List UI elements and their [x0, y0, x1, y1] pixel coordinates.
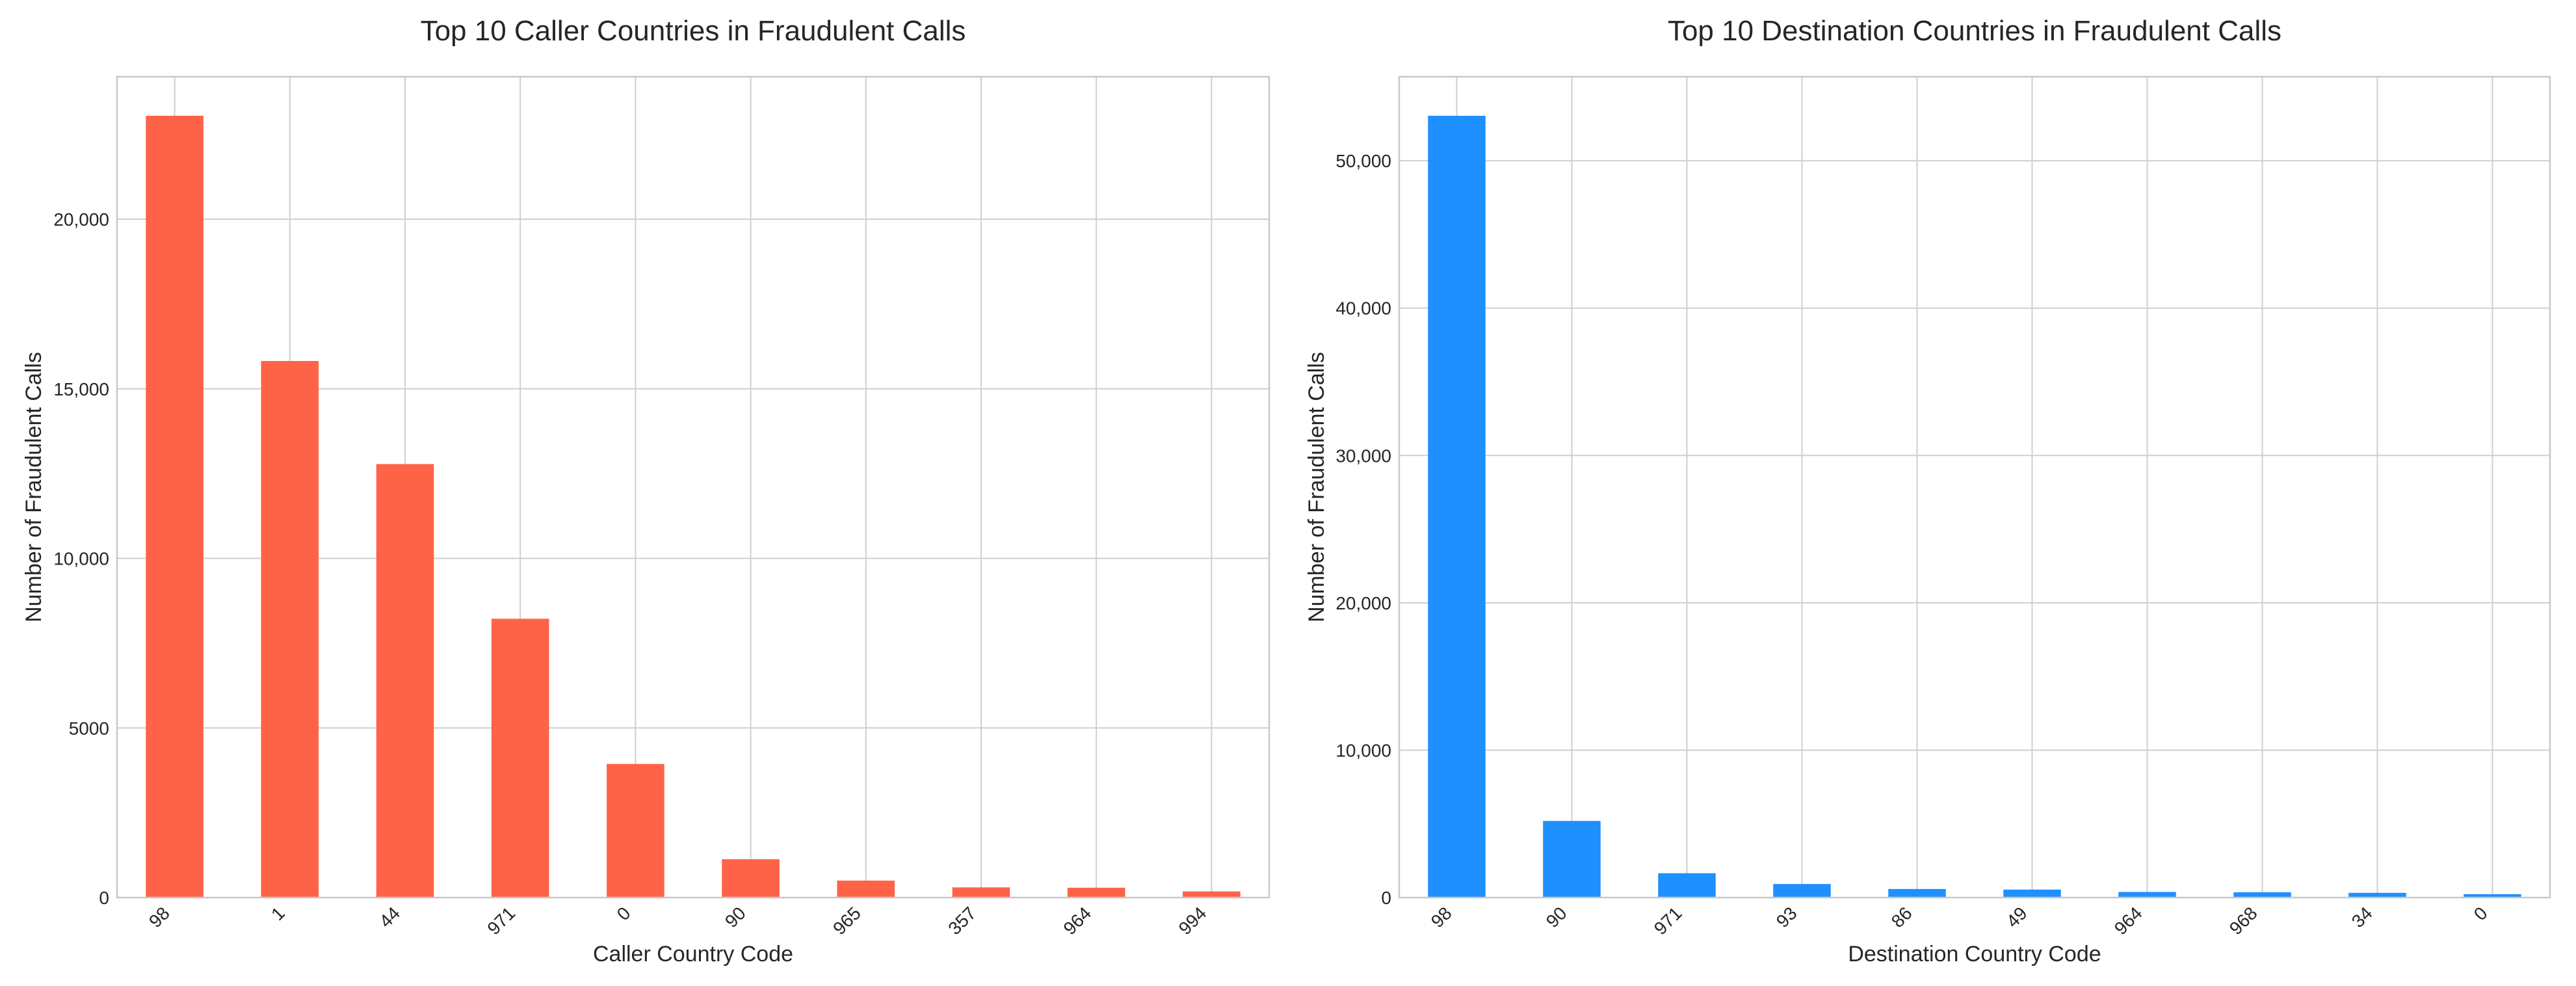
x-tick-label: 964 — [2110, 903, 2146, 939]
x-tick-label: 49 — [2003, 903, 2031, 931]
x-tick-label: 357 — [944, 903, 980, 939]
bar-1 — [261, 361, 319, 898]
x-tick-label: 964 — [1059, 903, 1095, 939]
y-tick-label: 0 — [1381, 888, 1391, 908]
x-tick-label: 994 — [1175, 903, 1211, 939]
bar-357 — [952, 887, 1010, 898]
x-tick-label: 968 — [2226, 903, 2261, 939]
chart-title: Top 10 Destination Countries in Fraudule… — [1668, 15, 2281, 47]
bar-964 — [2118, 892, 2176, 898]
caller-countries-chart: Top 10 Caller Countries in Fraudulent Ca… — [21, 15, 1270, 966]
bar-98 — [146, 115, 204, 898]
x-tick-label: 86 — [1887, 903, 1916, 931]
x-tick-label: 44 — [375, 903, 404, 931]
bar-44 — [376, 464, 434, 898]
x-tick-label: 0 — [613, 903, 635, 924]
y-tick-label: 40,000 — [1335, 299, 1391, 319]
y-tick-label: 30,000 — [1335, 446, 1391, 466]
bar-86 — [1888, 888, 1946, 898]
x-tick-label: 34 — [2348, 903, 2376, 931]
y-tick-label: 0 — [99, 888, 109, 908]
x-axis-label: Destination Country Code — [1848, 942, 2101, 966]
bar-971 — [1658, 873, 1716, 898]
bar-968 — [2233, 892, 2291, 898]
bar-90 — [722, 859, 780, 898]
grid — [1399, 77, 2550, 898]
bar-971 — [491, 619, 549, 898]
bar-965 — [837, 880, 895, 898]
x-tick-label: 90 — [1542, 903, 1571, 931]
bar-49 — [2003, 889, 2061, 898]
bar-0 — [607, 764, 664, 898]
ticks: 0 10,000 20,000 30,000 40,000 50,000 98 90 971 93… — [1335, 151, 2491, 939]
y-axis-label: Number of Fraudulent Calls — [21, 352, 46, 622]
bar-98 — [1428, 116, 1486, 898]
y-axis-label: Number of Fraudulent Calls — [1304, 352, 1329, 622]
x-tick-label: 98 — [145, 903, 174, 931]
bar-964 — [1067, 887, 1125, 898]
y-tick-label: 10,000 — [1335, 740, 1391, 760]
x-tick-label: 971 — [483, 903, 519, 939]
x-tick-label: 90 — [721, 903, 750, 931]
bar-34 — [2348, 892, 2406, 898]
bars — [1428, 116, 2521, 898]
x-tick-label: 971 — [1650, 903, 1686, 939]
bar-994 — [1183, 891, 1241, 898]
y-tick-label: 5000 — [69, 718, 109, 738]
destination-countries-chart: Top 10 Destination Countries in Fraudule… — [1304, 15, 2551, 966]
y-tick-label: 20,000 — [1335, 593, 1391, 613]
bar-93 — [1773, 884, 1831, 898]
x-tick-label: 98 — [1427, 903, 1456, 931]
plot-frame — [1398, 75, 2551, 899]
bar-90 — [1543, 821, 1601, 898]
y-tick-label: 50,000 — [1335, 151, 1391, 171]
bars — [146, 115, 1241, 898]
bar-0 — [2464, 894, 2521, 898]
x-tick-label: 965 — [829, 903, 865, 939]
x-tick-label: 93 — [1772, 903, 1801, 931]
x-axis-label: Caller Country Code — [593, 942, 793, 966]
x-tick-label: 0 — [2470, 903, 2491, 924]
y-tick-label: 15,000 — [53, 379, 109, 399]
y-tick-label: 20,000 — [53, 209, 109, 230]
y-tick-label: 10,000 — [53, 549, 109, 569]
x-tick-label: 1 — [267, 903, 289, 924]
plot-frame — [116, 75, 1270, 899]
chart-title: Top 10 Caller Countries in Fraudulent Ca… — [421, 15, 966, 47]
